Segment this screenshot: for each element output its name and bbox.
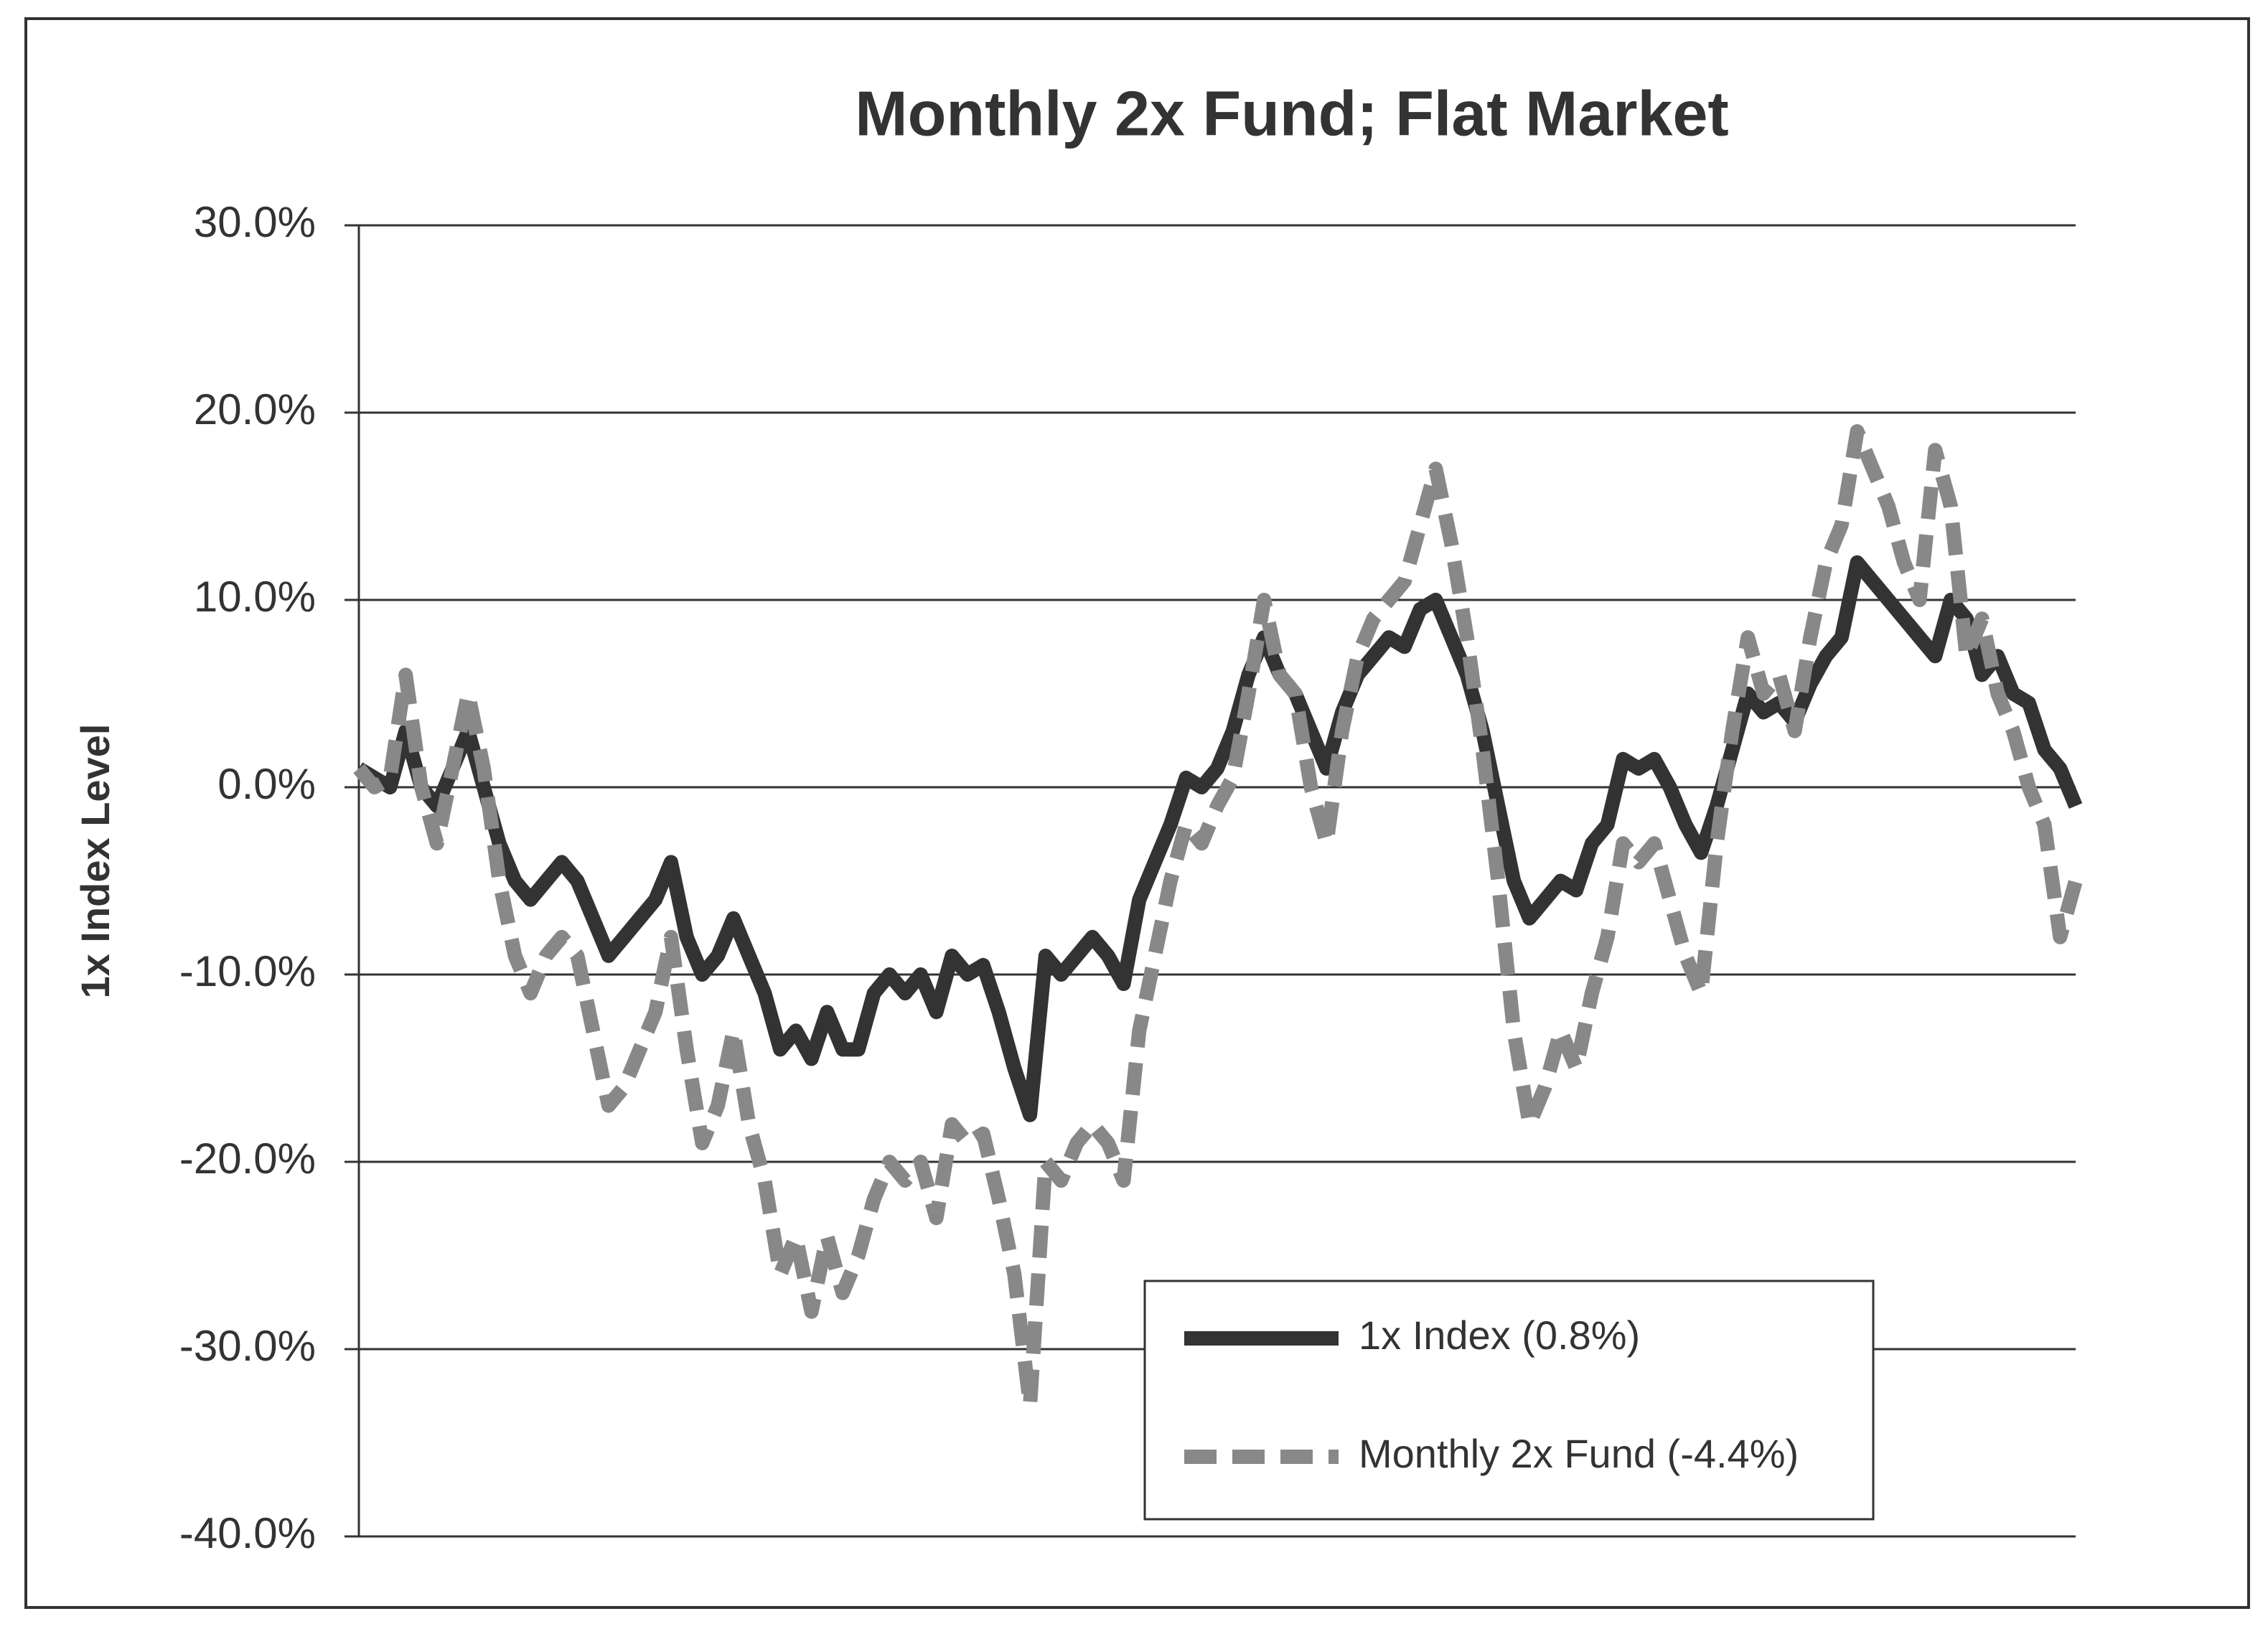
chart-border: [24, 17, 2250, 1609]
y-tick-label: 20.0%: [194, 385, 316, 433]
y-axis-label: 1x Index Level: [72, 724, 118, 999]
data-line: [353, 424, 2083, 1413]
y-tick-label: -20.0%: [179, 1135, 316, 1183]
legend-box: [1143, 1280, 1875, 1521]
y-tick-label: 30.0%: [194, 198, 316, 246]
legend-label: Monthly 2x Fund (-4.4%): [1359, 1431, 1799, 1476]
y-tick-label: -30.0%: [179, 1322, 316, 1370]
chart-title: Monthly 2x Fund; Flat Market: [855, 78, 1728, 149]
y-tick-label: -40.0%: [179, 1509, 316, 1557]
y-tick-label: -10.0%: [179, 947, 316, 995]
y-tick-label: 10.0%: [194, 573, 316, 621]
legend-label: 1x Index (0.8%): [1359, 1313, 1640, 1358]
y-tick-label: 0.0%: [217, 760, 316, 808]
data-line: [355, 555, 2083, 1122]
